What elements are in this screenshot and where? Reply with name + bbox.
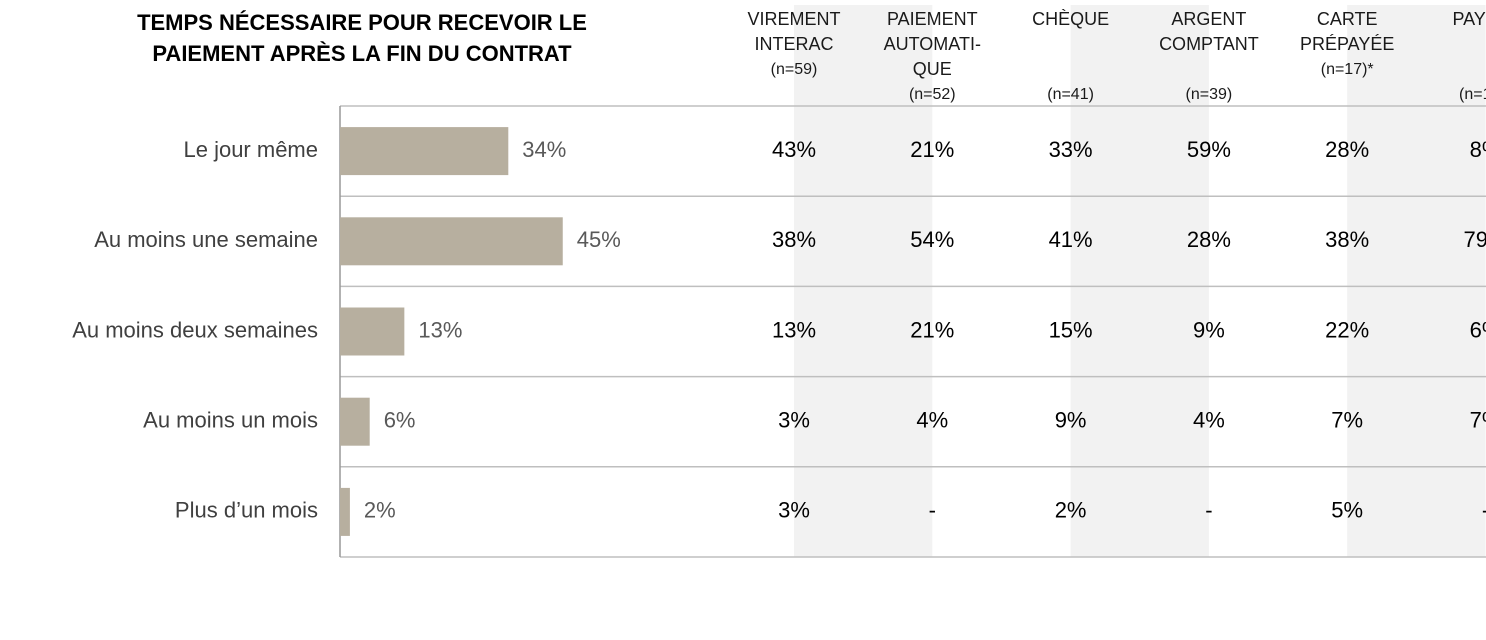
column-header: PAIEMENT (887, 9, 978, 29)
table-cell: - (1482, 498, 1486, 523)
value-label: 45% (577, 227, 621, 252)
category-label: Au moins un mois (143, 408, 318, 433)
column-n: (n=17)* (1321, 61, 1374, 78)
column-shade (1347, 5, 1486, 557)
table-cell: 9% (1193, 317, 1225, 342)
column-n: (n=39) (1186, 86, 1233, 103)
category-label: Au moins une semaine (94, 227, 318, 252)
table-cell: 59% (1187, 137, 1231, 162)
column-n: (n=59) (771, 61, 818, 78)
table-cell: - (1205, 498, 1212, 523)
category-label: Au moins deux semaines (72, 317, 318, 342)
chart-title: TEMPS NÉCESSAIRE POUR RECEVOIR LE (137, 10, 587, 35)
column-n: (n=52) (909, 86, 956, 103)
column-header: PRÉPAYÉE (1300, 34, 1394, 54)
bar (340, 307, 405, 356)
value-label: 6% (384, 408, 416, 433)
column-header: CHÈQUE (1032, 9, 1109, 29)
table-cell: 28% (1187, 227, 1231, 252)
bar (340, 217, 563, 266)
column-shade (1070, 5, 1209, 557)
table-cell: 38% (1325, 227, 1369, 252)
table-cell: 6% (1470, 317, 1486, 342)
column-header: QUE (913, 59, 952, 79)
chart-title: PAIEMENT APRÈS LA FIN DU CONTRAT (152, 41, 572, 66)
table-cell: 8% (1470, 137, 1486, 162)
column-header: PAYPAL (1452, 9, 1486, 29)
column-n: (n=13)* (1459, 86, 1486, 103)
bar (340, 487, 350, 536)
column-header: CARTE (1317, 9, 1378, 29)
table-cell: 7% (1470, 408, 1486, 433)
table-cell: 5% (1331, 498, 1363, 523)
table-cell: 3% (778, 498, 810, 523)
bar (340, 127, 509, 176)
column-shade (794, 5, 933, 557)
table-cell: 13% (772, 317, 816, 342)
table-cell: - (929, 498, 936, 523)
column-header: AUTOMATI- (884, 34, 981, 54)
table-cell: 4% (1193, 408, 1225, 433)
column-header: ARGENT (1171, 9, 1246, 29)
value-label: 34% (522, 137, 566, 162)
table-cell: 43% (772, 137, 816, 162)
category-label: Plus d’un mois (175, 498, 318, 523)
table-cell: 21% (910, 137, 954, 162)
category-label: Le jour même (183, 137, 318, 162)
table-cell: 38% (772, 227, 816, 252)
table-cell: 9% (1055, 408, 1087, 433)
table-cell: 4% (916, 408, 948, 433)
table-cell: 15% (1049, 317, 1093, 342)
table-cell: 41% (1049, 227, 1093, 252)
table-cell: 33% (1049, 137, 1093, 162)
value-label: 13% (418, 317, 462, 342)
column-header: COMPTANT (1159, 34, 1259, 54)
table-cell: 54% (910, 227, 954, 252)
table-cell: 21% (910, 317, 954, 342)
bar (340, 397, 370, 446)
column-n: (n=41) (1047, 86, 1094, 103)
table-cell: 2% (1055, 498, 1087, 523)
value-label: 2% (364, 498, 396, 523)
column-header: INTERAC (754, 34, 833, 54)
table-cell: 7% (1331, 408, 1363, 433)
table-cell: 3% (778, 408, 810, 433)
column-header: VIREMENT (747, 9, 840, 29)
table-cell: 28% (1325, 137, 1369, 162)
table-cell: 22% (1325, 317, 1369, 342)
table-cell: 79% (1463, 227, 1486, 252)
